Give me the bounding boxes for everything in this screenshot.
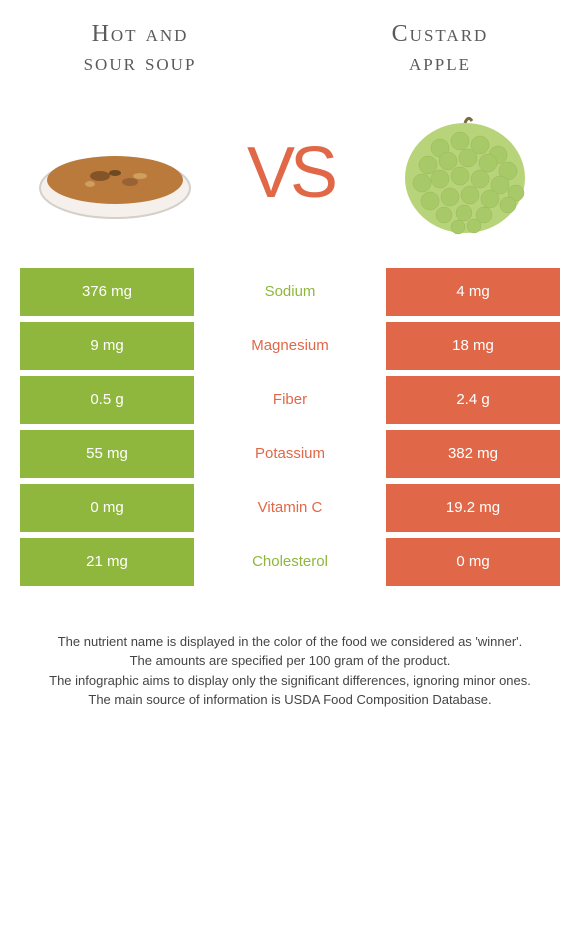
nutrient-label: Potassium bbox=[194, 430, 386, 478]
right-value: 0 mg bbox=[386, 538, 560, 586]
nutrient-row: 9 mgMagnesium18 mg bbox=[20, 322, 560, 370]
footer-line3: The infographic aims to display only the… bbox=[20, 671, 560, 691]
right-food-image bbox=[380, 108, 550, 238]
right-title-line2: apple bbox=[409, 50, 471, 76]
left-title-line2: sour soup bbox=[84, 50, 197, 76]
left-title-line1: Hot and bbox=[92, 21, 189, 47]
right-value: 382 mg bbox=[386, 430, 560, 478]
nutrient-row: 0 mgVitamin C19.2 mg bbox=[20, 484, 560, 532]
nutrient-label: Magnesium bbox=[194, 322, 386, 370]
nutrient-row: 55 mgPotassium382 mg bbox=[20, 430, 560, 478]
header-row: Hot and sour soup Custard apple bbox=[0, 0, 580, 88]
nutrient-label: Cholesterol bbox=[194, 538, 386, 586]
left-value: 9 mg bbox=[20, 322, 194, 370]
right-value: 4 mg bbox=[386, 268, 560, 316]
nutrient-label: Fiber bbox=[194, 376, 386, 424]
left-value: 21 mg bbox=[20, 538, 194, 586]
right-value: 19.2 mg bbox=[386, 484, 560, 532]
right-value: 18 mg bbox=[386, 322, 560, 370]
left-value: 55 mg bbox=[20, 430, 194, 478]
left-food-image bbox=[30, 108, 200, 238]
left-value: 376 mg bbox=[20, 268, 194, 316]
nutrient-table: 376 mgSodium4 mg 9 mgMagnesium18 mg 0.5 gF… bbox=[0, 268, 580, 586]
left-title: Hot and sour soup bbox=[40, 20, 240, 78]
right-title: Custard apple bbox=[340, 20, 540, 78]
footer-line2: The amounts are specified per 100 gram o… bbox=[20, 651, 560, 671]
left-value: 0.5 g bbox=[20, 376, 194, 424]
nutrient-row: 21 mgCholesterol0 mg bbox=[20, 538, 560, 586]
vs-text: VS bbox=[247, 132, 333, 214]
right-value: 2.4 g bbox=[386, 376, 560, 424]
left-value: 0 mg bbox=[20, 484, 194, 532]
footer-line1: The nutrient name is displayed in the co… bbox=[20, 632, 560, 652]
footer-line4: The main source of information is USDA F… bbox=[20, 690, 560, 710]
right-title-line1: Custard bbox=[392, 21, 489, 47]
footer-notes: The nutrient name is displayed in the co… bbox=[0, 592, 580, 710]
nutrient-label: Vitamin C bbox=[194, 484, 386, 532]
nutrient-row: 0.5 gFiber2.4 g bbox=[20, 376, 560, 424]
images-row: VS bbox=[0, 88, 580, 268]
nutrient-row: 376 mgSodium4 mg bbox=[20, 268, 560, 316]
nutrient-label: Sodium bbox=[194, 268, 386, 316]
